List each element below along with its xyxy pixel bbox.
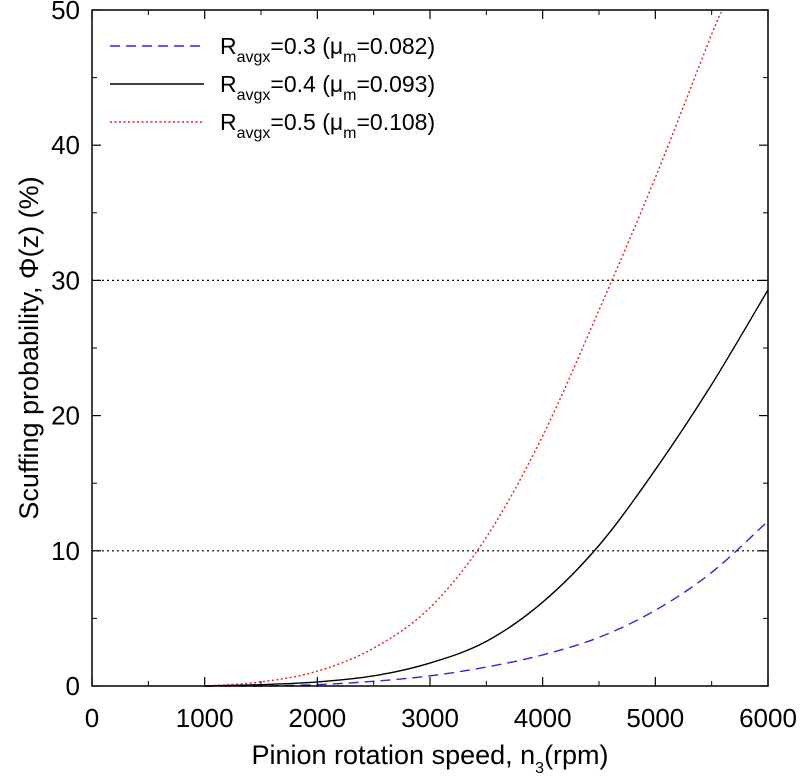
x-axis-title: Pinion rotation speed, n3(rpm) bbox=[251, 740, 608, 777]
legend: Ravgx=0.3 (μm=0.082) Ravgx=0.4 (μm=0.093)… bbox=[110, 33, 435, 142]
legend-entry-2: Ravgx=0.4 (μm=0.093) bbox=[110, 71, 435, 104]
y-tick-label: 0 bbox=[66, 671, 80, 701]
x-tick-label: 5000 bbox=[626, 703, 684, 733]
y-tick-label: 20 bbox=[51, 401, 80, 431]
legend-label: Ravgx=0.5 (μm=0.108) bbox=[220, 109, 435, 142]
x-tick-label: 2000 bbox=[288, 703, 346, 733]
x-tick-label: 4000 bbox=[514, 703, 572, 733]
y-tick-label: 30 bbox=[51, 265, 80, 295]
gridlines bbox=[92, 279, 768, 552]
x-tick-label: 1000 bbox=[176, 703, 234, 733]
legend-entry-1: Ravgx=0.3 (μm=0.082) bbox=[110, 33, 435, 66]
x-tick-label: 6000 bbox=[739, 703, 797, 733]
x-tick-label: 3000 bbox=[401, 703, 459, 733]
series-lines bbox=[204, 9, 769, 687]
series-line-2 bbox=[204, 289, 769, 687]
y-axis-title: Scuffing probability, Φ(z) (%) bbox=[14, 176, 44, 519]
x-tick-label: 0 bbox=[85, 703, 99, 733]
series-line-1 bbox=[204, 520, 769, 687]
legend-label: Ravgx=0.3 (μm=0.082) bbox=[220, 33, 435, 66]
y-tick-label: 40 bbox=[51, 130, 80, 160]
legend-label: Ravgx=0.4 (μm=0.093) bbox=[220, 71, 435, 104]
legend-entry-3: Ravgx=0.5 (μm=0.108) bbox=[110, 109, 435, 142]
y-tick-label: 10 bbox=[51, 536, 80, 566]
y-tick-label: 50 bbox=[51, 0, 80, 25]
axis-ticks: 0 1000 2000 3000 4000 5000 6000 0 10 20 30 40 50 bbox=[51, 0, 797, 733]
series-line-3 bbox=[204, 9, 724, 687]
